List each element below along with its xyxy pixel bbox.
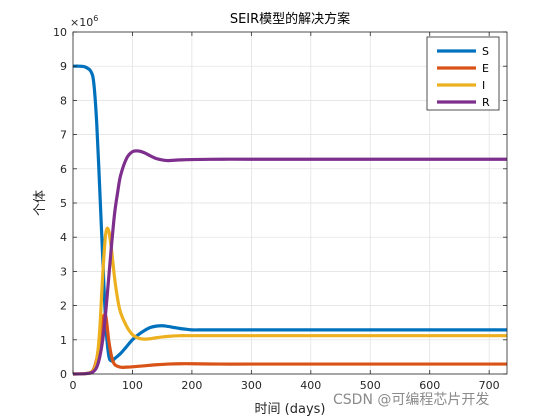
x-tick-label: 0	[70, 379, 77, 392]
legend-label-r: R	[482, 96, 490, 109]
legend-label-e: E	[482, 62, 489, 75]
x-tick-label: 400	[300, 379, 321, 392]
y-tick-label: 4	[60, 231, 67, 244]
y-tick-label: 2	[60, 300, 67, 313]
y-tick-label: 9	[60, 60, 67, 73]
y-multiplier-exponent: 6	[93, 14, 98, 23]
y-axis-label: 个体	[33, 190, 48, 216]
y-multiplier: ×106	[70, 14, 98, 29]
chart-title: SEIR模型的解决方案	[230, 11, 350, 27]
y-tick-label: 6	[60, 163, 67, 176]
x-tick-label: 500	[360, 379, 381, 392]
y-tick-label: 7	[60, 129, 67, 142]
series-line-s	[72, 64, 507, 363]
legend-label-s: S	[482, 45, 489, 58]
ticks: 0 100 200 300 400 500 600 700 0 1 2 3 4 5 6 7 8 9 10	[53, 26, 507, 392]
x-tick-label: 200	[181, 379, 202, 392]
x-tick-label: 700	[479, 379, 500, 392]
y-tick-label: 8	[60, 94, 67, 107]
y-tick-label: 3	[60, 265, 67, 278]
y-tick-label: 1	[60, 334, 67, 347]
y-tick-label: 10	[53, 26, 67, 39]
series-line-i	[72, 226, 507, 376]
y-multiplier-base: ×10	[70, 16, 93, 29]
x-axis-label: 时间 (days)	[255, 402, 326, 417]
watermark: CSDN @可编程芯片开发	[333, 392, 489, 408]
legend-label-i: I	[482, 79, 485, 92]
y-tick-label: 0	[60, 368, 67, 381]
x-tick-label: 300	[241, 379, 262, 392]
series-line-r	[72, 149, 507, 376]
x-tick-label: 100	[122, 379, 143, 392]
legend-box	[426, 36, 500, 111]
x-tick-label: 600	[419, 379, 440, 392]
series-layer	[72, 64, 507, 376]
legend: SEIR	[426, 36, 500, 111]
y-tick-label: 5	[60, 197, 67, 210]
